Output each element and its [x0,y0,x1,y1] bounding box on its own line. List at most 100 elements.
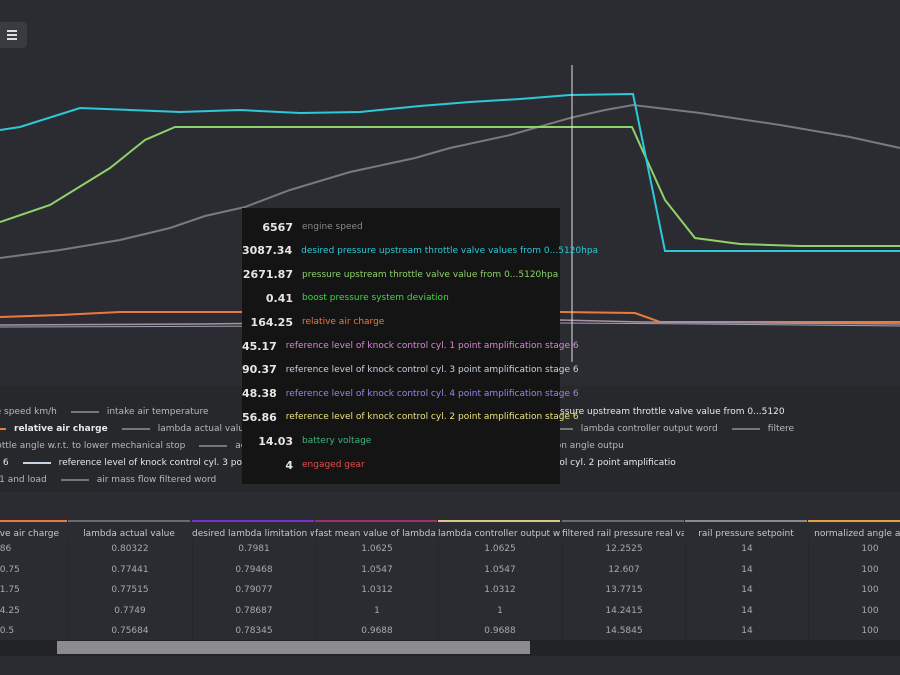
tooltip-row: 48.38 reference level of knock control cy… [242,384,579,404]
tooltip-value: 56.86 [242,410,277,424]
menu-button[interactable] [0,22,27,48]
legend-label: ignition angle outpu [533,441,624,451]
legend-swatch [731,428,760,430]
legend-label: relative air charge [14,424,108,434]
tooltip-row: 2671.87 pressure upstream throttle valve … [242,265,560,285]
legend-item[interactable]: filtere [731,424,795,434]
legend-label: lambda actual value [157,424,250,434]
legend-swatch [70,411,99,413]
legend-swatch [199,445,228,447]
legend-item[interactable]: stage 6 [0,458,9,468]
tooltip-label: engine speed [302,222,363,232]
tooltip-value: 6567 [262,220,293,234]
legend-item[interactable]: lambda controller output word [544,424,718,434]
column-header: ve air charge [0,520,67,542]
tooltip-row: 6567 engine speed [242,217,560,237]
table-cell: 71.75 [0,585,20,595]
legend-item[interactable]: d throttle angle w.r.t. to lower mechani… [0,441,185,451]
tooltip-value: 0.41 [265,291,293,305]
tooltip-label: reference level of knock control cyl. 3 … [285,364,579,375]
tooltip-value: 164.25 [250,315,293,329]
table-cell: 1.0547 [315,559,438,580]
table-cell: 0.7749 [68,600,191,621]
table-cell: 186 [0,544,12,554]
legend-label: air mass flow filtered word [96,475,217,485]
legend-label: ge 1 and load [0,475,47,485]
legend-swatch [121,428,150,430]
scroll-thumb[interactable] [57,641,530,654]
tooltip-label: reference level of knock control cyl. 4 … [285,388,579,399]
tooltip-value: 4 [285,458,293,472]
legend-label: d throttle angle w.r.t. to lower mechani… [0,441,186,451]
scrollbar[interactable] [0,640,900,656]
table-cell: 0.77441 [68,559,191,580]
tooltip-value: 2671.87 [242,268,293,282]
column-header: desired lambda limitation w... [192,520,314,542]
tooltip-value: 45.17 [242,339,277,353]
legend-swatch [60,479,89,481]
tooltip-row: 90.37 reference level of knock control cy… [242,360,579,380]
legend-item[interactable]: relative air charge [0,424,108,434]
table-cell: 64.25 [0,605,20,616]
legend-item[interactable]: lambda actual value [121,424,250,434]
table-cell: 12.607 [562,559,685,580]
column-header: filtered rail pressure real val... [562,520,684,542]
table-cell: 14 [685,559,808,580]
legend-item[interactable]: reference level of knock control cyl. 3 … [22,458,245,468]
tooltip-label: engaged gear [302,460,365,470]
table-cell: 0.9688 [438,621,561,640]
table-cell: 14 [685,539,808,559]
pressure-line [0,126,900,247]
table-cell: 0.9688 [315,621,438,640]
tooltip-label: battery voltage [302,436,372,447]
data-table: ve air charge lambda actual value desired … [0,520,900,640]
table-cell: 100 [808,539,900,559]
table-cell: 14.5845 [562,621,685,640]
column-header: lambda actual value [68,520,190,542]
table-cell: 60.5 [0,626,15,636]
table-cell: 14 [685,621,808,640]
legend-item[interactable]: air mass flow filtered word [60,475,217,485]
column-header: normalized angle accele [808,520,900,542]
table-cell: 100 [808,621,900,640]
tooltip-label: reference level of knock control cyl. 1 … [285,341,579,351]
tooltip-value: 3087.34 [242,244,293,258]
tooltip-label: pressure upstream throttle valve value f… [302,269,559,280]
table-cell: 0.78687 [192,600,315,621]
table-cell: 0.80322 [68,539,191,559]
table-cell: 0.78345 [192,621,315,640]
legend-item[interactable]: ge 1 and load [0,475,47,485]
table-cell: 1.0625 [315,539,438,559]
legend-label: stage 6 [0,458,9,468]
table-cell: 1.0312 [438,580,561,600]
legend-label: intake air temperature [106,407,209,417]
table-cell: 1.0547 [438,559,561,580]
table-cell: 1.0625 [438,539,561,559]
tooltip-label: relative air charge [302,317,385,328]
tooltip-row: 14.03 battery voltage [242,431,560,451]
tooltip-row: 164.25 relative air charge [242,312,560,332]
table-cell: 13.7715 [562,580,685,600]
legend-item[interactable]: hicle speed km/h [0,407,57,417]
table-cell: 14.2415 [562,600,685,621]
table-cell: 0.79468 [192,559,315,580]
table-cell: 80.75 [0,564,20,575]
table-cell: 100 [808,600,900,621]
table-cell: 100 [808,559,900,580]
legend-label: hicle speed km/h [0,407,57,417]
table-cell: 0.7981 [192,539,315,559]
table-cell: 14 [685,600,808,621]
tooltip-label: desired pressure upstream throttle valve… [301,245,599,256]
knock-line [0,322,900,328]
legend-item[interactable]: intake air temperature [70,407,209,417]
table-cell: 1 [438,600,561,621]
tooltip-label: reference level of knock control cyl. 2 … [285,412,579,423]
legend-label: filtere [767,424,795,434]
table-cell: 12.2525 [562,539,685,559]
tooltip-row: 4 engaged gear [242,455,560,475]
column-header: fast mean value of lambda c... [315,520,437,542]
legend-label: pressure upstream throttle valve value f… [545,407,785,417]
knock-line [0,319,900,326]
tooltip-row: 45.17 reference level of knock control cy… [242,336,579,356]
